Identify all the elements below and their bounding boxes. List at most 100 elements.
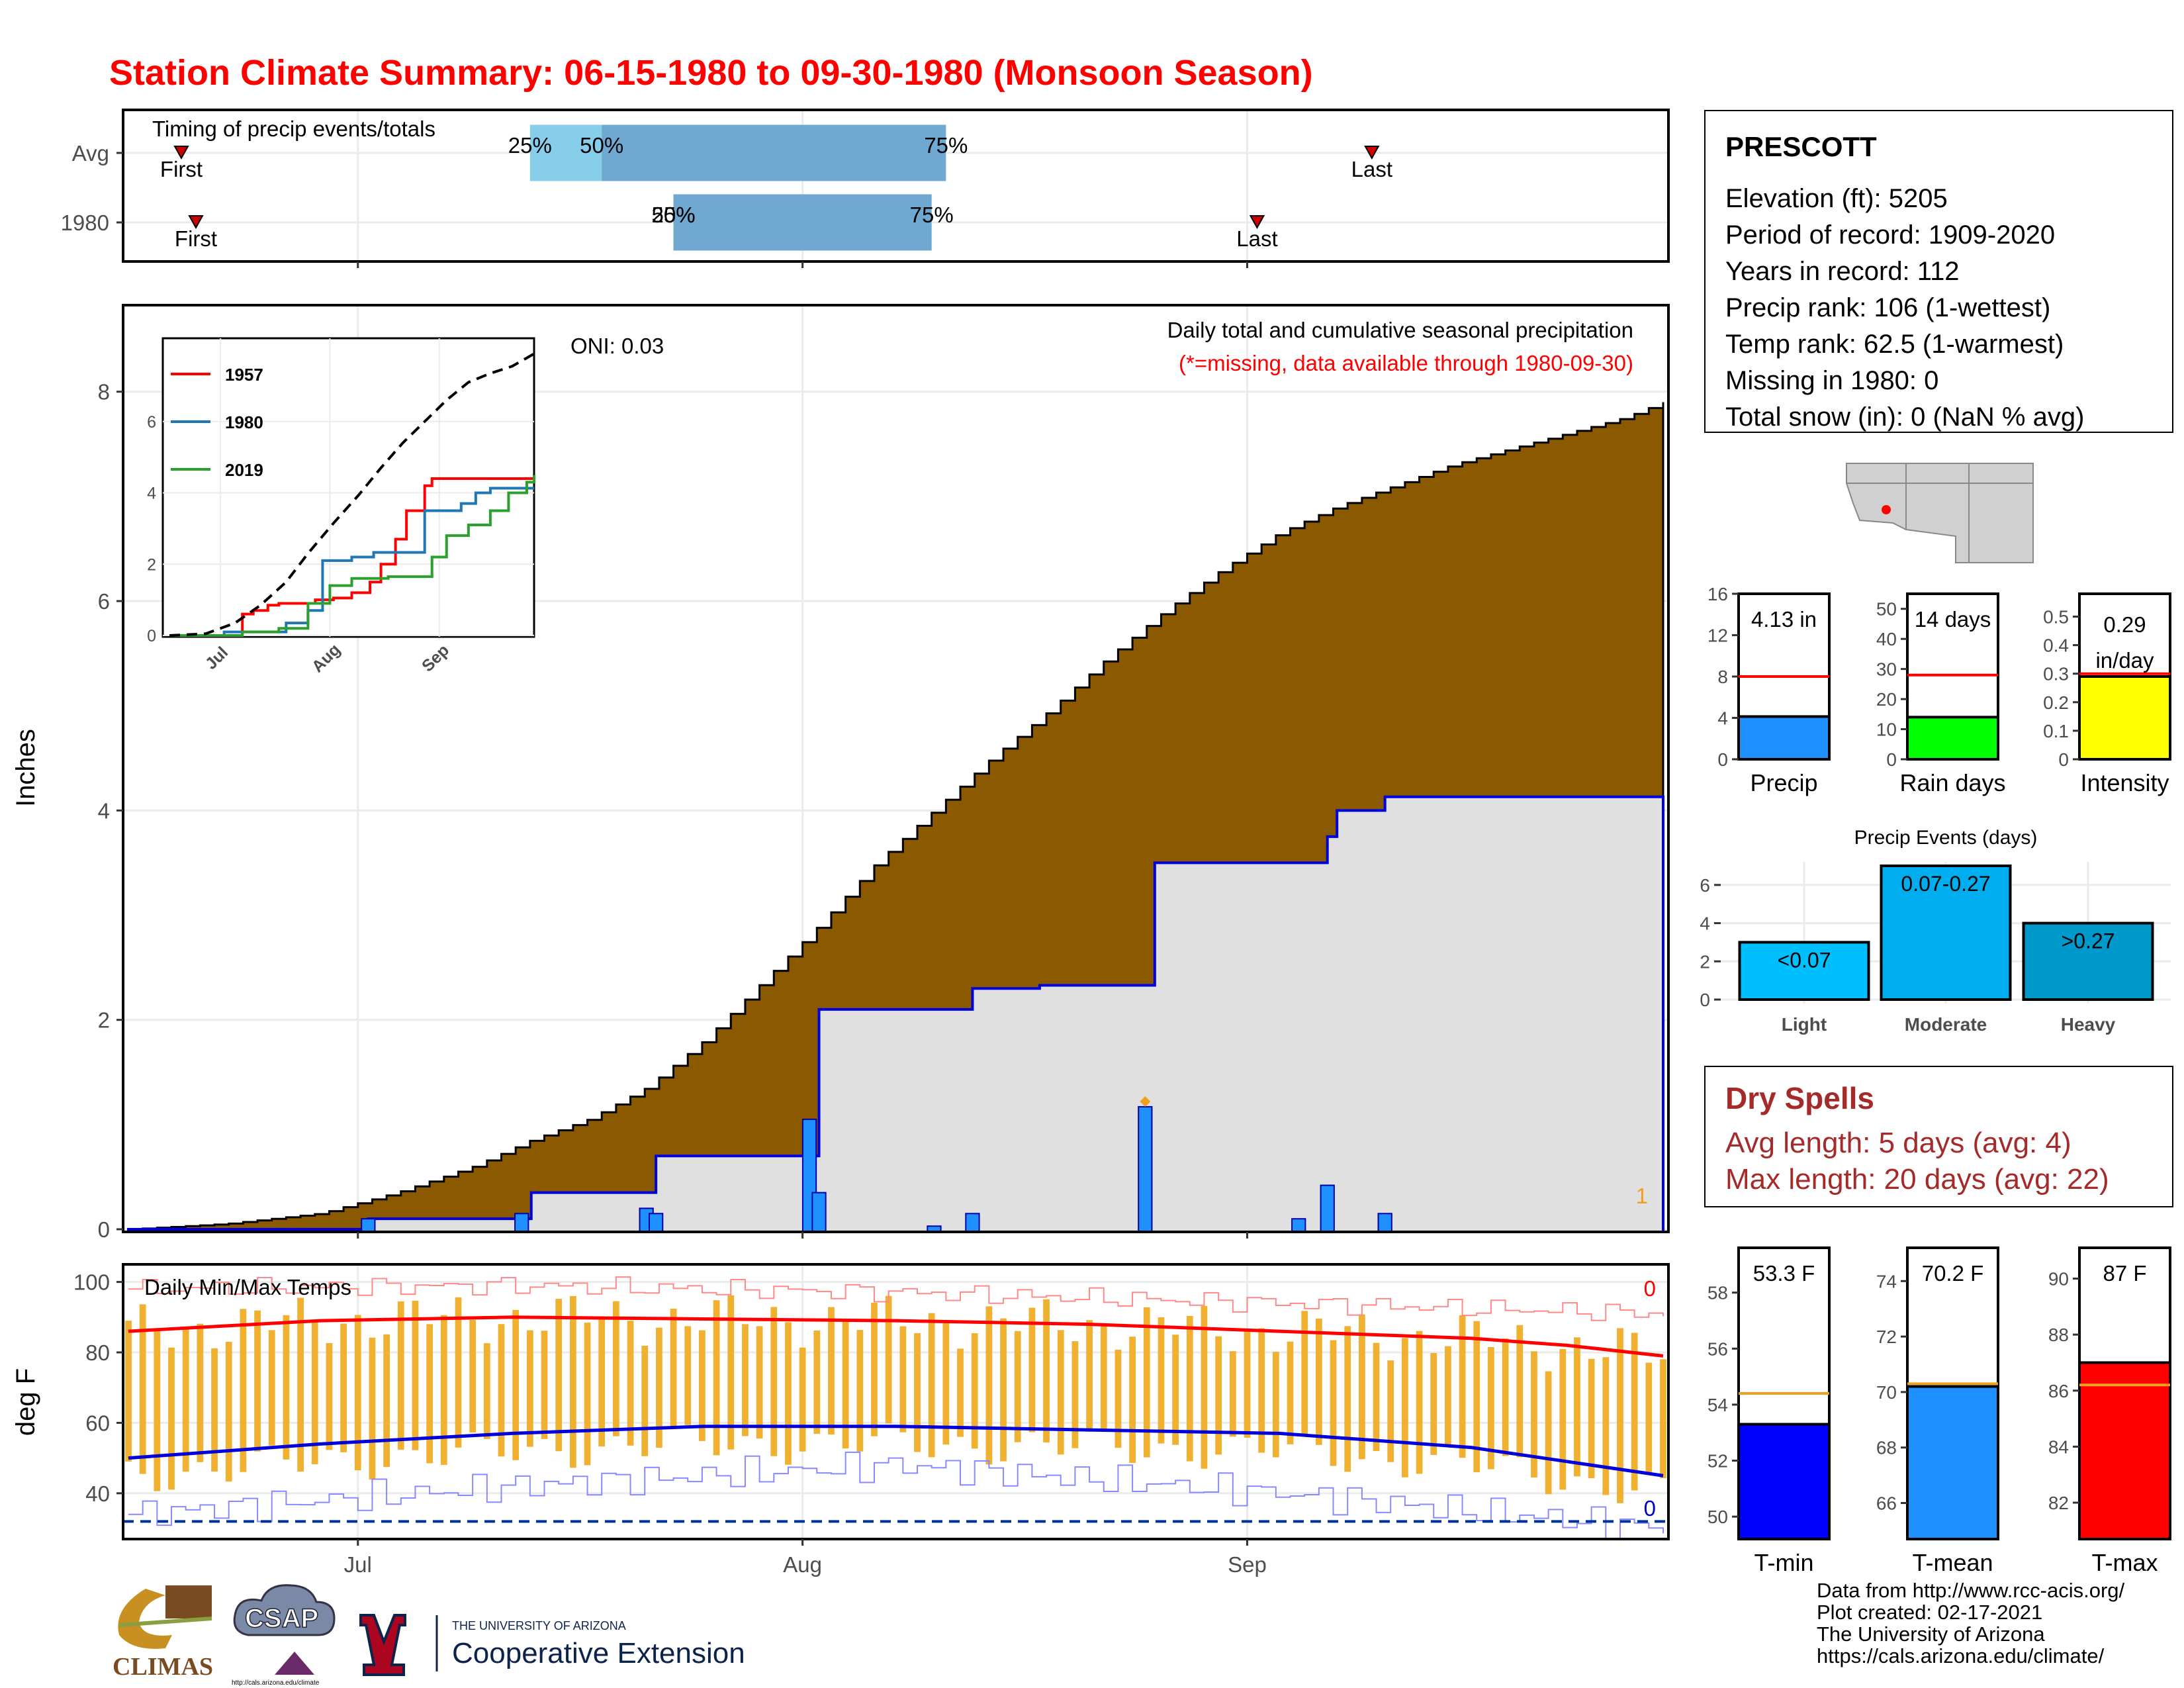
daily-temp-range-bar <box>1272 1352 1279 1458</box>
daily-temp-range-bar <box>641 1345 649 1456</box>
temp-ytick-label: 60 <box>85 1411 110 1435</box>
events-category: Moderate <box>1905 1014 1987 1035</box>
daily-temp-range-bar <box>1574 1337 1580 1477</box>
daily-temp-range-bar <box>326 1343 333 1450</box>
daily-temp-range-bar <box>670 1308 677 1429</box>
daily-temp-range-bar <box>885 1295 892 1424</box>
daily-temp-range-bar <box>742 1324 749 1436</box>
daily-temp-range-bar <box>297 1297 304 1472</box>
small-bar-ytick-label: 66 <box>1876 1493 1897 1514</box>
small-bar-ytick-label: 74 <box>1876 1271 1897 1291</box>
small-bar-value <box>1906 716 1999 761</box>
ua-logo: THE UNIVERSITY OF ARIZONA Cooperative Ex… <box>359 1614 745 1676</box>
daily-temp-range-bar <box>914 1333 921 1452</box>
daily-temp-range-bar <box>1215 1336 1222 1455</box>
daily-precip-bar <box>1138 1105 1153 1233</box>
daily-temp-range-bar <box>1244 1329 1251 1438</box>
precip-panel: 0 2 4 6 8 Daily total and cumulative seasona… <box>11 304 1670 1242</box>
daily-temp-range-bar <box>813 1331 821 1434</box>
credit-line: https://cals.arizona.edu/climate/ <box>1817 1644 2105 1667</box>
events-bar <box>1880 865 2012 1001</box>
daily-temp-range-bar <box>971 1333 978 1449</box>
small-bar-ytick-label: 0.4 <box>2043 635 2069 656</box>
daily-temp-range-bar <box>1473 1321 1480 1473</box>
small-bar-category: T-min <box>1754 1549 1814 1576</box>
daily-temp-range-bar <box>613 1301 619 1436</box>
daily-temp-range-bar <box>1545 1371 1552 1495</box>
timing-panel: Timing of precip events/totals Avg 25% 50%… <box>61 109 1670 268</box>
timing-first-marker <box>188 215 204 230</box>
events-ytick-label: 4 <box>1700 914 1710 934</box>
daily-temp-range-bar <box>354 1315 361 1471</box>
daily-temp-range-bar <box>1402 1338 1408 1477</box>
temp-ytick-label: 80 <box>85 1340 110 1365</box>
daily-temp-range-bar <box>1358 1314 1365 1460</box>
station-location-marker <box>1882 505 1891 514</box>
precip-ytick-label: 0 <box>98 1217 110 1242</box>
temp-ylabel: deg F <box>11 1368 40 1436</box>
small-bar-value-label: 70.2 F <box>1922 1261 1984 1286</box>
temp-xtick-label: Sep <box>1228 1552 1267 1577</box>
precip-ytick-label: 8 <box>98 380 110 404</box>
tmax-avg-line <box>128 1315 1664 1358</box>
daily-temp-range-bar <box>1617 1328 1623 1503</box>
small-bar-ytick-label: 0.2 <box>2043 692 2069 713</box>
ua-extension: Cooperative Extension <box>452 1637 745 1669</box>
daily-temp-range-bar <box>440 1315 447 1465</box>
climas-logo: CLIMAS <box>113 1585 213 1681</box>
csap-logo: CSAP http://cals.arizona.edu/climate <box>232 1584 336 1687</box>
station-name: PRESCOTT <box>1725 131 1877 162</box>
daily-temp-range-bar <box>541 1331 548 1439</box>
timing-last-label: Last <box>1236 226 1277 251</box>
events-category: Heavy <box>2061 1014 2116 1035</box>
daily-temp-range-bar <box>1488 1347 1494 1470</box>
daily-temp-range-bar <box>785 1322 792 1465</box>
timing-last-label: Last <box>1351 157 1392 181</box>
small-bar-value <box>2078 1361 2171 1540</box>
station-map <box>1844 463 2034 564</box>
cumulative-obs-area <box>127 795 1664 1233</box>
record-min-line <box>128 1451 1664 1540</box>
small-bar-ytick-label: 0.3 <box>2043 664 2069 684</box>
events-ytick-label: 2 <box>1700 951 1710 972</box>
small-bar-category: T-max <box>2091 1549 2158 1576</box>
daily-temp-range-bar <box>383 1334 390 1468</box>
daily-temp-range-bar <box>942 1323 950 1445</box>
daily-temp-range-bar <box>512 1309 520 1460</box>
daily-temp-range-bar <box>1258 1328 1265 1453</box>
daily-temp-range-bar <box>225 1342 232 1482</box>
daily-precip-bar <box>514 1213 529 1233</box>
climas-wordmark: CLIMAS <box>113 1653 213 1681</box>
daily-temp-range-bar <box>828 1307 835 1434</box>
small-bar-value-label: 0.29 <box>2103 612 2146 637</box>
daily-precip-bar <box>361 1218 376 1233</box>
daily-temp-range-bar <box>1502 1338 1509 1456</box>
small-bar-value-label: 4.13 in <box>1751 607 1817 632</box>
daily-precip-bar <box>1291 1218 1306 1233</box>
inset-legend-label: 2019 <box>225 460 263 480</box>
daily-temp-range-bar <box>369 1337 376 1480</box>
timing-q2-bar <box>602 124 946 181</box>
temp-corner-bottom: 0 <box>1644 1496 1656 1521</box>
timing-first-label: First <box>160 157 203 181</box>
events-bar-label: 0.07-0.27 <box>1901 872 1990 896</box>
daily-temp-range-bar <box>240 1309 247 1472</box>
precip-events-chart: Precip Events (days) 0 2 4 6 <0.07 Light 0.07-0… <box>1700 827 2171 1035</box>
timing-p50-label: 50% <box>652 203 696 227</box>
daily-temp-range-bar <box>1315 1318 1322 1445</box>
dry-spells-panel: Dry Spells Avg length: 5 days (avg: 4) M… <box>1704 1066 2173 1207</box>
daily-temp-range-bar <box>1057 1330 1064 1455</box>
inset-series-line <box>169 475 535 637</box>
credit-line: The University of Arizona <box>1817 1622 2045 1646</box>
daily-temp-range-bar <box>1158 1317 1165 1444</box>
timing-q2-bar <box>673 194 932 251</box>
daily-temp-range-bar <box>699 1330 705 1441</box>
small-bar-value-label: 87 F <box>2103 1261 2146 1286</box>
daily-temp-range-bar <box>469 1319 477 1433</box>
daily-temp-range-bar <box>1129 1336 1136 1463</box>
daily-temp-range-bar <box>1445 1346 1451 1446</box>
small-bar-ytick-label: 90 <box>2048 1269 2069 1289</box>
events-category: Light <box>1782 1014 1827 1035</box>
small-bar-ytick-label: 70 <box>1876 1382 1897 1403</box>
daily-temp-range-bar <box>656 1327 662 1448</box>
